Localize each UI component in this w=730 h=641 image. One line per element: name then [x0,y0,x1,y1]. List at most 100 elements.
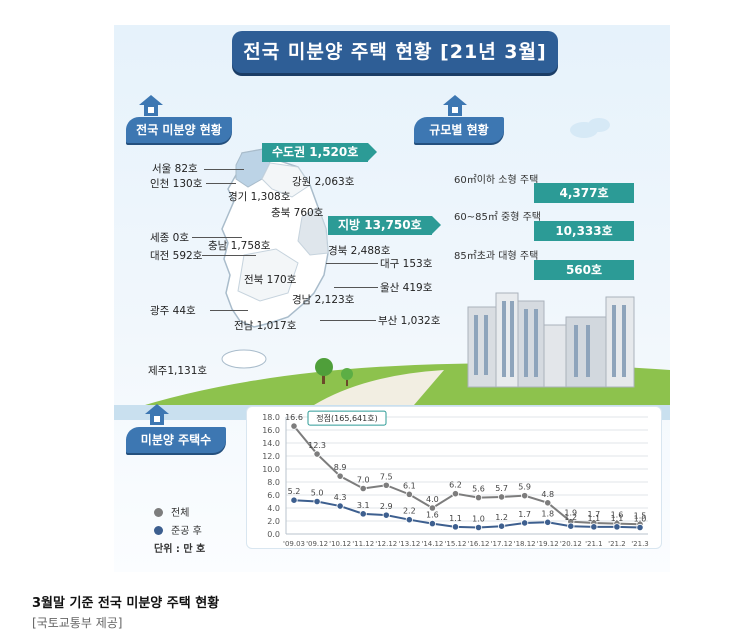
size-value-large: 560호 [534,260,634,280]
x-tick-label: '19.12 [537,540,559,548]
data-label-completed: 5.2 [288,487,301,496]
region-ulsan: 울산 419호 [380,282,433,294]
x-tick-label: '10.12 [329,540,351,548]
x-tick-label: '21.1 [585,540,603,548]
data-label-completed: 1.0 [472,515,485,524]
legend-unit: 단위 : 만 호 [154,544,206,555]
data-point-total [290,422,298,430]
region-daejeon: 대전 592호 [150,250,203,262]
data-label-completed: 1.2 [495,513,508,522]
data-label-total: 4.8 [541,490,554,499]
x-tick-label: '20.12 [560,540,582,548]
y-tick-label: 4.0 [267,504,280,513]
local-area-tag: 지방 13,750호 [328,216,441,235]
data-label-total: 8.9 [334,463,347,472]
y-tick-label: 18.0 [262,413,280,422]
data-label-completed: 1.2 [564,513,577,522]
leader-line [192,237,242,238]
region-chungbuk: 충북 760호 [271,207,324,219]
house-icon [443,95,467,116]
data-point-total [359,484,367,493]
data-point-total [451,490,460,498]
data-point-completed [497,522,506,530]
legend-completed-dot [154,526,163,535]
data-point-completed [636,523,644,532]
data-label-completed: 1.8 [541,509,554,518]
infographic-title: 전국 미분양 주택 현황 [21년 3월] [232,31,558,73]
trend-section-header: 미분양 주택수 [126,427,226,453]
leader-line [206,183,236,184]
region-seoul: 서울 82호 [152,163,198,175]
region-daegu: 대구 153호 [380,258,433,270]
data-label-completed: 2.2 [403,507,416,516]
data-point-total [521,492,529,500]
x-tick-label: '13.12 [398,540,420,548]
y-tick-label: 12.0 [262,452,280,461]
legend-completed-label: 준공 후 [171,526,202,537]
data-point-total [474,494,483,502]
x-tick-label: '21.3 [631,540,649,548]
apartment-buildings-icon [467,292,635,388]
data-point-completed [336,502,344,510]
x-tick-label: '18.12 [514,540,536,548]
leader-line [204,169,244,170]
house-icon [139,95,163,116]
data-label-total: 7.5 [380,472,393,481]
region-gyeongnam: 경남 2,123호 [292,294,355,306]
leader-line [334,287,378,288]
tree-icon [315,358,353,386]
data-label-completed: 4.3 [334,493,347,502]
data-point-completed [590,523,598,531]
legend-total-label: 전체 [171,508,190,519]
y-tick-label: 6.0 [267,491,280,500]
data-label-total: 4.0 [426,495,439,504]
region-gyeonggi: 경기 1,308호 [228,191,291,203]
region-gyeongbuk: 경북 2,488호 [328,245,391,257]
region-gwangju: 광주 44호 [150,305,196,317]
leader-line [202,255,256,256]
data-label-total: 1.6 [611,511,624,520]
data-label-total: 6.1 [403,481,416,490]
data-point-completed [613,523,621,531]
y-tick-label: 2.0 [267,517,280,526]
region-section-header: 전국 미분양 현황 [126,117,232,143]
korea-map [221,148,329,369]
data-point-completed [428,520,436,528]
data-point-total [544,499,552,507]
data-point-completed [474,523,483,532]
series-line-completed [293,499,641,529]
data-point-total [405,490,413,498]
size-label-small: 60㎡이하 소형 주택 [454,175,539,186]
data-point-completed [405,516,413,524]
x-tick-label: '15.12 [444,540,466,548]
data-label-completed: 3.1 [357,501,370,510]
caption-source: [국토교통부 제공] [32,616,123,630]
region-chungnam: 충남 1,758호 [208,240,271,252]
y-tick-label: 16.0 [262,426,280,435]
x-tick-label: '11.12 [352,540,374,548]
data-label-total: 12.3 [308,441,326,450]
data-point-total [313,450,321,458]
region-sejong: 세종 0호 [150,232,189,244]
x-tick-label: '21.2 [608,540,626,548]
size-section-header: 규모별 현황 [414,117,504,143]
data-label-completed: 1.1 [611,514,624,523]
x-tick-label: '12.12 [375,540,397,548]
size-value-small: 4,377호 [534,183,634,203]
peak-annotation-box [307,410,387,426]
y-tick-label: 8.0 [267,478,280,487]
capital-area-tag: 수도권 1,520호 [262,143,378,162]
data-label-total: 6.2 [449,481,462,490]
y-tick-label: 14.0 [262,439,280,448]
leader-line [210,310,248,311]
data-label-total: 1.7 [587,510,600,519]
data-point-completed [313,497,321,506]
leader-line [326,263,378,264]
data-point-total [336,472,344,480]
data-label-total: 1.9 [564,509,577,518]
region-gangwon: 강원 2,063호 [292,176,355,188]
legend-completed: 준공 후 [154,522,202,537]
data-label-completed: 1.0 [634,515,647,524]
trend-line-chart: 0.0 2.0 4.0 6.0 8.0 10.0 12.0 14.0 16.0 18.0 '09.0… [262,410,649,548]
data-point-completed [567,522,575,530]
